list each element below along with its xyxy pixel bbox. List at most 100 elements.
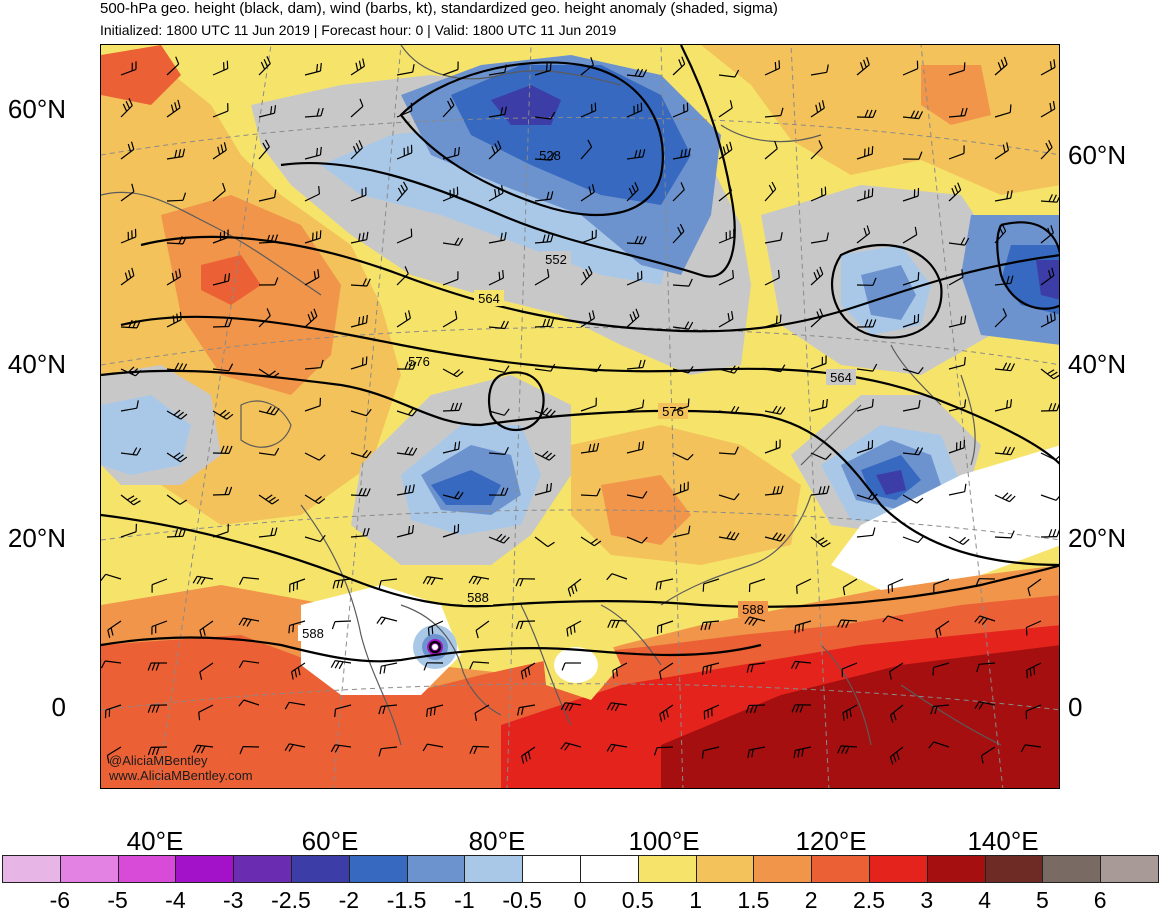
wind-barb-flag	[803, 623, 804, 631]
wind-barb-flag	[321, 63, 322, 71]
wind-barb-flag	[964, 62, 965, 70]
colorbar-label: -2	[339, 887, 359, 914]
wind-barb-flag	[918, 272, 919, 280]
wind-barb-flag	[780, 314, 781, 322]
credit-site: www.AliciaMBentley.com	[109, 768, 253, 783]
contour-label: 528	[539, 148, 561, 163]
wind-barb-flag	[321, 147, 322, 155]
colorbar-label: -6	[50, 887, 70, 914]
wind-barb-flag	[872, 399, 873, 407]
wind-barb-flag	[455, 148, 456, 156]
wind-barb-flag	[595, 103, 596, 111]
colorbar-box	[175, 855, 234, 883]
wind-barb-flag	[799, 624, 800, 632]
wind-barb-flag	[733, 270, 734, 278]
wind-barb-flag	[1027, 670, 1028, 678]
colorbar-label: -1.5	[387, 887, 427, 914]
lon-label: 120°E	[795, 826, 866, 857]
wind-barb-flag	[180, 312, 181, 320]
map-subtitle: Initialized: 1800 UTC 11 Jun 2019 | Fore…	[100, 22, 616, 38]
wind-barb-flag	[366, 356, 367, 364]
wind-barb-flag	[965, 357, 966, 365]
wind-barb-flag	[550, 63, 551, 71]
wind-barb-flag	[432, 626, 433, 634]
wind-barb-flag	[313, 233, 314, 241]
wind-barb-flag	[872, 146, 873, 154]
colorbar-box	[753, 855, 812, 883]
contour-label: 564	[478, 291, 500, 306]
wind-barb	[581, 495, 597, 496]
wind-barb-flag	[827, 399, 828, 407]
credit-handle: @AliciaMBentley	[109, 753, 207, 768]
wind-barb-flag	[317, 148, 318, 156]
lon-label: 140°E	[967, 826, 1038, 857]
wind-barb-flag	[795, 626, 796, 634]
wind-barb-flag	[319, 186, 320, 194]
wind-barb-flag	[1034, 667, 1035, 675]
colorbar-box	[927, 855, 986, 883]
contour-label: 588	[467, 590, 489, 605]
wind-barb-flag	[779, 60, 780, 68]
wind-barb-flag	[703, 584, 704, 592]
colorbar-box	[464, 855, 523, 883]
wind-barb	[213, 495, 229, 496]
colorbar-label: 0.5	[622, 887, 654, 914]
wind-barb-flag	[777, 316, 778, 324]
colorbar-box	[580, 855, 639, 883]
colorbar-box	[60, 855, 119, 883]
wind-barb-flag	[503, 270, 504, 278]
wind-barb-flag	[775, 62, 776, 70]
wind-barb-flag	[1010, 104, 1011, 112]
colorbar-box	[869, 855, 928, 883]
lat-label: 60°N	[0, 96, 66, 122]
contour-label: 588	[302, 626, 324, 641]
colorbar-box	[291, 855, 350, 883]
wind-barb-flag	[641, 103, 642, 111]
wind-barb	[213, 327, 229, 328]
lon-label: 40°E	[127, 826, 184, 857]
contour-label: 564	[830, 370, 852, 385]
contour-label: 576	[662, 404, 684, 419]
lat-label: 20°N	[0, 525, 66, 551]
lat-label: 40°N	[1068, 351, 1126, 377]
colorbar-label: 4	[978, 887, 991, 914]
wind-barb-flag	[367, 315, 368, 323]
contour-label: 576	[408, 354, 430, 369]
colorbar-box	[2, 855, 61, 883]
contour-label: 588	[742, 602, 764, 617]
colorbar-label: -0.5	[502, 887, 542, 914]
lon-label: 100°E	[628, 826, 699, 857]
colorbar-box	[1042, 855, 1101, 883]
colorbar-label: -1	[454, 887, 474, 914]
lon-label: 60°E	[302, 826, 359, 857]
wind-barb-flag	[779, 270, 780, 278]
map-panel: 528 552 564 576 576 564 588 588 588	[100, 44, 1060, 789]
lat-label: 20°N	[1068, 525, 1126, 551]
wind-barb-flag	[335, 709, 336, 717]
colorbar-label: -5	[107, 887, 127, 914]
lat-label: 0	[1068, 694, 1082, 720]
wind-barb	[473, 746, 489, 747]
wind-barb-flag	[320, 230, 321, 238]
colorbar-label: -2.5	[271, 887, 311, 914]
colorbar-box	[118, 855, 177, 883]
anomaly-map: 528 552 564 576 576 564 588 588 588	[101, 45, 1060, 789]
colorbar-label: 1	[689, 887, 702, 914]
wind-barb-flag	[1030, 668, 1031, 676]
colorbar-box	[407, 855, 466, 883]
lon-label: 80°E	[469, 826, 526, 857]
wind-barb-flag	[797, 586, 798, 594]
colorbar-box	[233, 855, 292, 883]
colorbar-label: 1.5	[737, 887, 769, 914]
colorbar-label: 6	[1094, 887, 1107, 914]
colorbar-box	[1100, 855, 1159, 883]
colorbar-box	[811, 855, 870, 883]
wind-barb-flag	[363, 358, 364, 366]
colorbar-label: 2	[805, 887, 818, 914]
colorbar-label: -4	[165, 887, 185, 914]
wind-barb-flag	[293, 624, 294, 632]
wind-barb-flag	[289, 625, 290, 633]
wind-barb-flag	[499, 272, 500, 280]
wind-barb-flag	[868, 189, 869, 197]
colorbar-label: 5	[1036, 887, 1049, 914]
